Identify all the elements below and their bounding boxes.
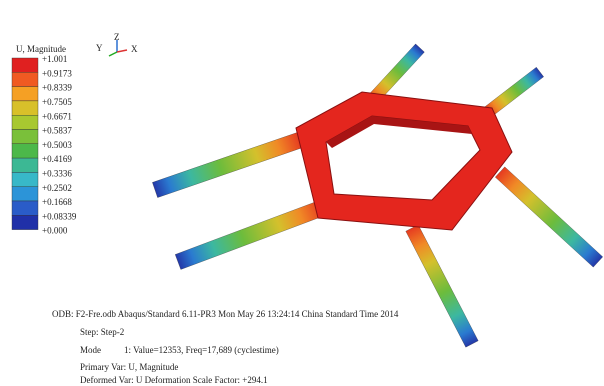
legend-label: +0.5003 (42, 140, 72, 150)
info-mode: Mode (80, 345, 101, 355)
legend-label: +0.7505 (42, 97, 72, 107)
legend-swatch (12, 101, 38, 115)
legend-label: +0.000 (42, 226, 68, 236)
legend-title: U, Magnitude (16, 44, 66, 54)
frame (296, 92, 512, 230)
info-odb: ODB: F2-Fre.odb Abaqus/Standard 6.11-PR3… (52, 309, 399, 319)
arm (484, 67, 543, 117)
legend-swatch (12, 187, 38, 201)
legend-label: +0.3336 (42, 168, 72, 178)
info-step: Step: Step-2 (80, 327, 124, 337)
axis-x: X (131, 44, 138, 54)
legend-label: +1.001 (42, 54, 67, 64)
legend-swatch (12, 172, 38, 186)
legend-label: +0.4169 (42, 154, 72, 164)
legend-label: +0.5837 (42, 126, 72, 136)
legend-swatch (12, 58, 38, 72)
info-mode-value: 1: Value=12353, Freq=17,689 (cyclestime) (124, 345, 279, 355)
legend-swatch (12, 87, 38, 101)
legend-swatch (12, 158, 38, 172)
arm (406, 225, 478, 347)
legend-label: +0.08339 (42, 211, 77, 221)
legend-label: +0.9173 (42, 68, 72, 78)
legend-swatch (12, 215, 38, 229)
axis-z: Z (114, 32, 120, 42)
info-deformed: Deformed Var: U Deformation Scale Factor… (80, 375, 268, 385)
arm (152, 132, 302, 197)
info-primary: Primary Var: U, Magnitude (80, 362, 178, 372)
legend: U, Magnitude +1.001 +0.9173 +0.8339 +0.7505… (12, 44, 77, 236)
legend-swatch (12, 115, 38, 129)
legend-label: +0.2502 (42, 183, 72, 193)
legend-swatch (12, 130, 38, 144)
legend-label: +0.8339 (42, 83, 72, 93)
legend-swatch (12, 201, 38, 215)
model (152, 44, 602, 347)
legend-label: +0.1668 (42, 197, 72, 207)
arm (495, 167, 602, 267)
info: ODB: F2-Fre.odb Abaqus/Standard 6.11-PR3… (52, 309, 399, 385)
arm (175, 201, 325, 270)
legend-swatch (12, 144, 38, 158)
legend-label: +0.6671 (42, 111, 72, 121)
triad: Z Y X (96, 32, 138, 56)
viewport: U, Magnitude +1.001 +0.9173 +0.8339 +0.7505… (0, 0, 604, 386)
legend-swatch (12, 72, 38, 86)
axis-y: Y (96, 43, 103, 53)
